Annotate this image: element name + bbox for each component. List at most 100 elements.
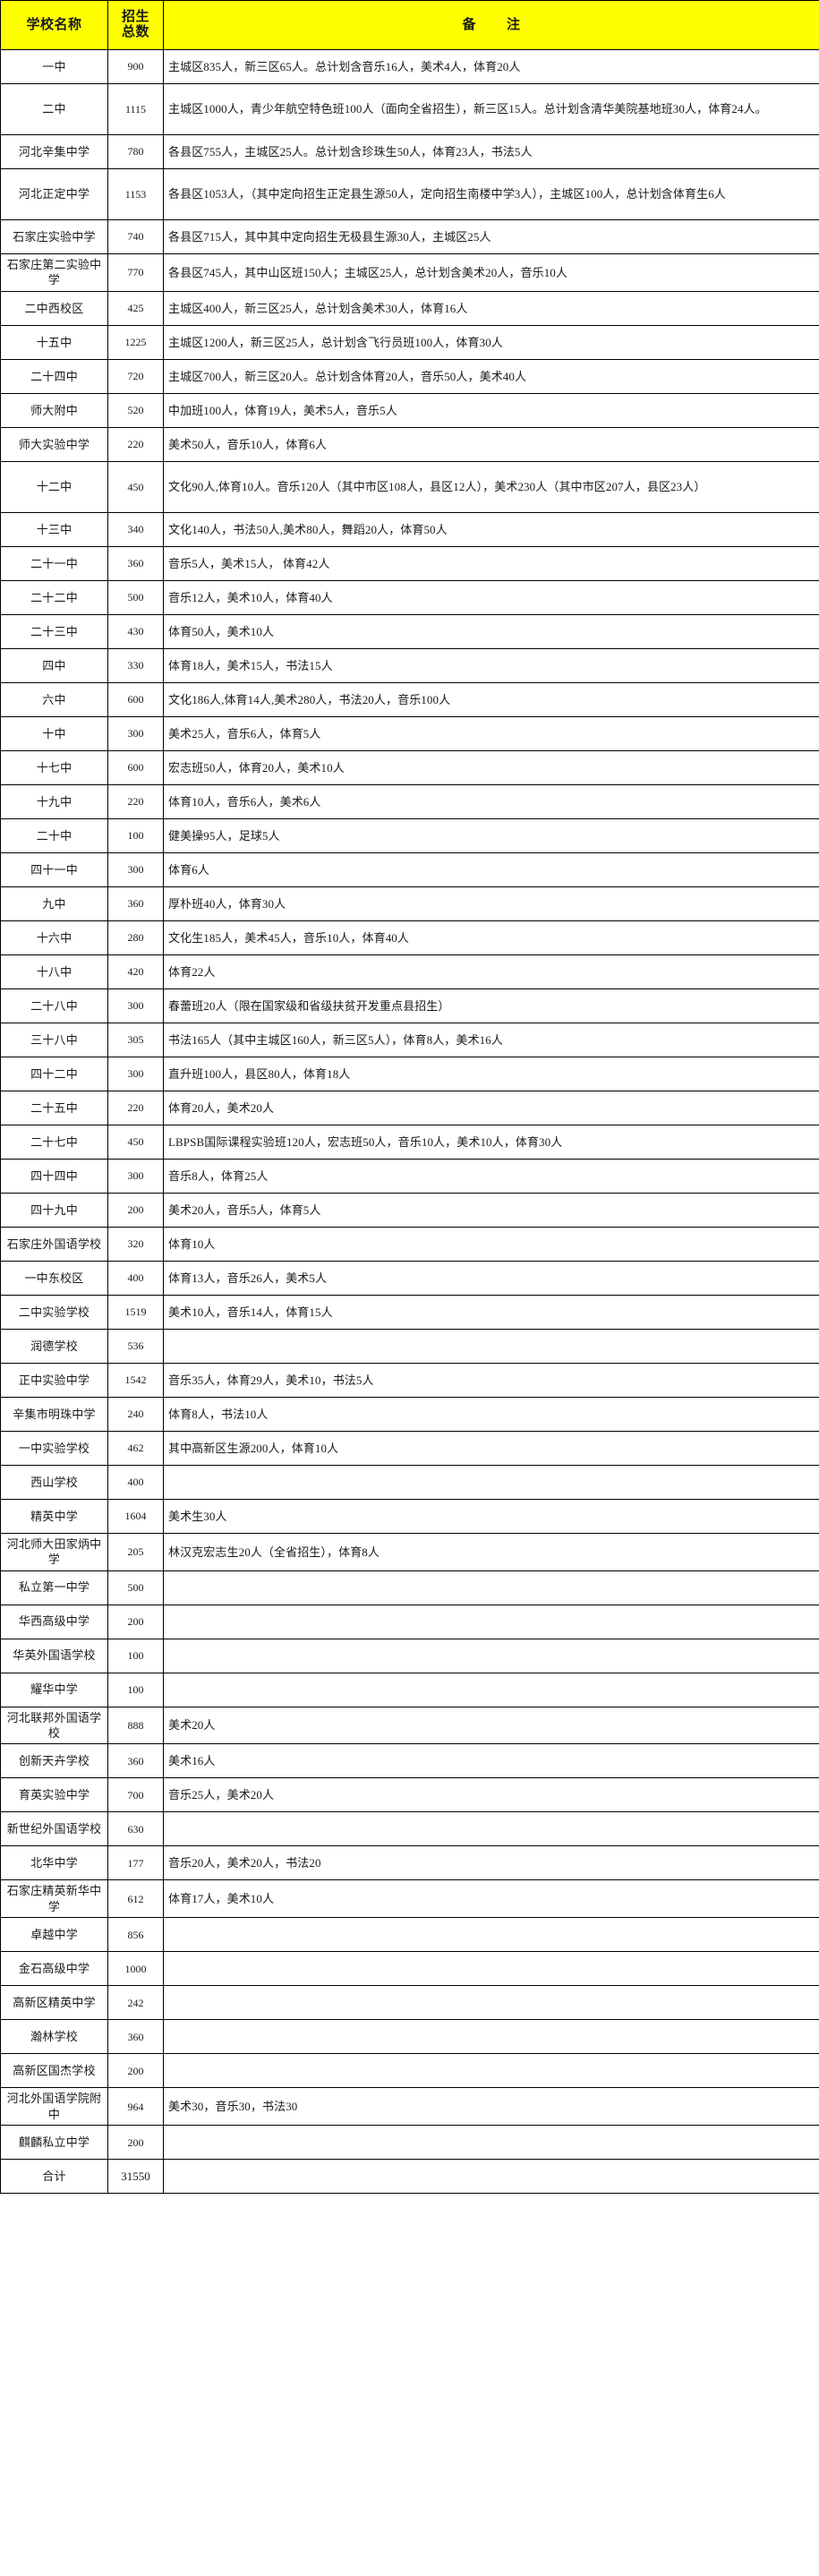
cell-enrollment-total: 200 — [107, 1192, 164, 1228]
cell-enrollment-total: 177 — [107, 1845, 164, 1881]
cell-school-name: 二十八中 — [0, 988, 108, 1023]
cell-school-name: 河北正定中学 — [0, 168, 108, 220]
table-row: 六中 600 文化186人,体育14人,美术280人，书法20人，音乐100人 — [0, 681, 819, 717]
cell-enrollment-total: 1153 — [107, 168, 164, 220]
cell-enrollment-total: 360 — [107, 1743, 164, 1779]
cell-enrollment-total: 31550 — [107, 2159, 164, 2195]
cell-school-name: 一中实验学校 — [0, 1430, 108, 1466]
cell-enrollment-total: 300 — [107, 988, 164, 1023]
table-row: 四十二中 300 直升班100人，县区80人，体育18人 — [0, 1056, 819, 1091]
cell-enrollment-total: 462 — [107, 1430, 164, 1466]
cell-school-name: 十七中 — [0, 749, 108, 785]
cell-school-name: 十中 — [0, 715, 108, 751]
cell-school-name: 二中实验学校 — [0, 1294, 108, 1330]
cell-enrollment-total: 740 — [107, 219, 164, 254]
table-row: 麒麟私立中学 200 — [0, 2125, 819, 2161]
cell-school-name: 卓越中学 — [0, 1917, 108, 1953]
cell-enrollment-total: 1000 — [107, 1951, 164, 1987]
table-row: 十八中 420 体育22人 — [0, 954, 819, 989]
cell-school-name: 二十四中 — [0, 358, 108, 394]
cell-enrollment-total: 780 — [107, 134, 164, 169]
enrollment-table: 学校名称 招生 总数 备注 一中 900 主城区835人，新三区65人。总计划含音乐… — [0, 0, 819, 2195]
table-row: 一中东校区 400 体育13人，音乐26人，美术5人 — [0, 1260, 819, 1296]
cell-remark: 体育10人 — [163, 1226, 819, 1262]
table-row: 精英中学 1604 美术生30人 — [0, 1498, 819, 1534]
cell-enrollment-total: 856 — [107, 1917, 164, 1953]
table-row: 河北辛集中学 780 各县区755人，主城区25人。总计划含珍珠生50人，体育23人… — [0, 134, 819, 169]
cell-school-name: 创新天卉学校 — [0, 1743, 108, 1779]
table-row: 十七中 600 宏志班50人，体育20人，美术10人 — [0, 749, 819, 785]
cell-enrollment-total: 330 — [107, 647, 164, 683]
cell-school-name: 九中 — [0, 886, 108, 921]
cell-remark: 体育22人 — [163, 954, 819, 989]
column-header-school: 学校名称 — [0, 0, 108, 50]
cell-remark: 各县区1053人，（其中定向招生正定县生源50人，定向招生南楼中学3人），主城区… — [163, 168, 819, 220]
cell-enrollment-total: 1519 — [107, 1294, 164, 1330]
table-row: 四十四中 300 音乐8人，体育25人 — [0, 1158, 819, 1194]
table-row: 正中实验中学 1542 音乐35人，体育29人，美术10，书法5人 — [0, 1362, 819, 1398]
cell-remark: 厚朴班40人，体育30人 — [163, 886, 819, 921]
cell-school-name: 四十二中 — [0, 1056, 108, 1091]
cell-enrollment-total: 300 — [107, 852, 164, 887]
column-header-remark: 备注 — [163, 0, 819, 50]
table-row: 一中 900 主城区835人，新三区65人。总计划含音乐16人，美术4人，体育20人 — [0, 49, 819, 84]
cell-school-name: 高新区国杰学校 — [0, 2053, 108, 2089]
cell-remark: 音乐25人，美术20人 — [163, 1777, 819, 1813]
table-row: 四中 330 体育18人，美术15人，书法15人 — [0, 647, 819, 683]
cell-remark — [163, 2159, 819, 2195]
cell-school-name: 一中东校区 — [0, 1260, 108, 1296]
table-row: 瀚林学校 360 — [0, 2019, 819, 2055]
cell-remark: 体育17人，美术10人 — [163, 1879, 819, 1919]
cell-remark: 主城区700人，新三区20人。总计划含体育20人，音乐50人，美术40人 — [163, 358, 819, 394]
cell-remark: 宏志班50人，体育20人，美术10人 — [163, 749, 819, 785]
cell-school-name: 河北外国语学院附中 — [0, 2087, 108, 2127]
cell-school-name: 金石高级中学 — [0, 1951, 108, 1987]
cell-remark: 体育8人，书法10人 — [163, 1396, 819, 1432]
cell-remark — [163, 1811, 819, 1847]
table-row: 河北外国语学院附中 964 美术30，音乐30，书法30 — [0, 2087, 819, 2127]
cell-school-name: 四十九中 — [0, 1192, 108, 1228]
cell-enrollment-total: 220 — [107, 783, 164, 819]
table-row: 石家庄外国语学校 320 体育10人 — [0, 1226, 819, 1262]
cell-remark — [163, 1570, 819, 1605]
cell-school-name: 四中 — [0, 647, 108, 683]
cell-school-name: 高新区精英中学 — [0, 1985, 108, 2021]
enrollment-sheet: 学校名称 招生 总数 备注 一中 900 主城区835人，新三区65人。总计划含音乐… — [0, 0, 819, 2195]
cell-school-name: 华英外国语学校 — [0, 1638, 108, 1673]
column-header-total-line1: 招生 — [121, 10, 149, 25]
cell-school-name: 润德学校 — [0, 1328, 108, 1364]
table-row: 河北正定中学 1153 各县区1053人，（其中定向招生正定县生源50人，定向招生南… — [0, 168, 819, 220]
cell-remark: 美术生30人 — [163, 1498, 819, 1534]
table-row: 耀华中学 100 — [0, 1672, 819, 1707]
cell-enrollment-total: 1115 — [107, 83, 164, 135]
table-row: 二中实验学校 1519 美术10人，音乐14人，体育15人 — [0, 1294, 819, 1330]
cell-remark: 音乐5人，美术15人， 体育42人 — [163, 545, 819, 581]
cell-enrollment-total: 360 — [107, 545, 164, 581]
cell-school-name: 瀚林学校 — [0, 2019, 108, 2055]
table-row: 二十一中 360 音乐5人，美术15人， 体育42人 — [0, 545, 819, 581]
cell-enrollment-total: 1604 — [107, 1498, 164, 1534]
cell-school-name: 二十中 — [0, 817, 108, 853]
cell-school-name: 四十一中 — [0, 852, 108, 887]
table-row: 高新区精英中学 242 — [0, 1985, 819, 2021]
cell-enrollment-total: 420 — [107, 954, 164, 989]
table-row: 辛集市明珠中学 240 体育8人，书法10人 — [0, 1396, 819, 1432]
cell-remark: 体育13人，音乐26人，美术5人 — [163, 1260, 819, 1296]
cell-enrollment-total: 430 — [107, 613, 164, 649]
cell-enrollment-total: 520 — [107, 392, 164, 428]
cell-school-name: 十五中 — [0, 324, 108, 360]
table-row: 二十八中 300 春蕾班20人（限在国家级和省级扶贫开发重点县招生） — [0, 988, 819, 1023]
cell-remark — [163, 1638, 819, 1673]
cell-remark: 各县区715人，其中其中定向招生无极县生源30人，主城区25人 — [163, 219, 819, 254]
cell-enrollment-total: 770 — [107, 253, 164, 292]
cell-enrollment-total: 700 — [107, 1777, 164, 1813]
cell-remark: 音乐20人，美术20人，书法20 — [163, 1845, 819, 1881]
cell-school-name: 一中 — [0, 49, 108, 84]
table-row: 十中 300 美术25人，音乐6人，体育5人 — [0, 715, 819, 751]
cell-school-name: 石家庄外国语学校 — [0, 1226, 108, 1262]
cell-remark: LBPSB国际课程实验班120人，宏志班50人，音乐10人，美术10人，体育30… — [163, 1124, 819, 1160]
table-row: 润德学校 536 — [0, 1328, 819, 1364]
cell-remark: 音乐8人，体育25人 — [163, 1158, 819, 1194]
cell-school-name: 二十三中 — [0, 613, 108, 649]
cell-remark: 文化生185人，美术45人，音乐10人，体育40人 — [163, 920, 819, 955]
